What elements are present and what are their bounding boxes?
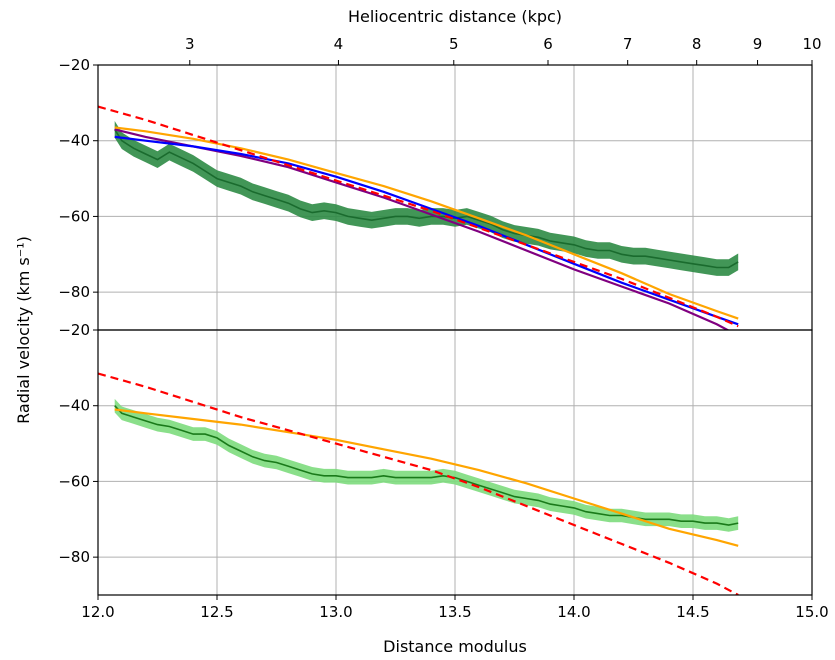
top-tick-label: 6 <box>543 35 553 53</box>
x-tick-label: 12.5 <box>200 603 233 621</box>
bottom-y-tick-label: −40 <box>58 397 90 415</box>
x-tick-label: 14.0 <box>557 603 590 621</box>
y-axis-title: Radial velocity (km s⁻¹) <box>14 236 33 424</box>
top-tick-label: 4 <box>334 35 344 53</box>
top-tick-label: 5 <box>449 35 459 53</box>
top-tick-label: 10 <box>802 35 821 53</box>
top-tick-label: 3 <box>185 35 195 53</box>
top-y-tick-label: −20 <box>58 56 90 74</box>
top-tick-label: 9 <box>753 35 763 53</box>
bottom-panel: −20 −40 −60 −80 <box>58 321 813 596</box>
x-tick-label: 12.0 <box>81 603 114 621</box>
bottom-series-0-line <box>114 405 739 526</box>
top-y-tick-label: −40 <box>58 132 90 150</box>
top-tick-label: 8 <box>692 35 702 53</box>
x-axis-title: Distance modulus <box>383 637 527 656</box>
top-tick-label: 7 <box>623 35 633 53</box>
top-series-1-line <box>114 128 730 330</box>
bottom-y-tick-label: −80 <box>58 548 90 566</box>
bottom-axis: 12.0 12.5 13.0 13.5 14.0 14.5 15.0 <box>81 595 829 621</box>
x-tick-label: 14.5 <box>676 603 709 621</box>
top-series-2-line <box>114 135 739 326</box>
bottom-y-tick-label: −60 <box>58 472 90 490</box>
bottom-series-0-band <box>114 398 739 532</box>
bottom-series-2-line <box>98 372 739 595</box>
top-series-3-line <box>114 126 739 320</box>
top-series-0-line <box>114 128 739 269</box>
x-tick-label: 13.5 <box>438 603 471 621</box>
top-plot-area <box>98 105 739 330</box>
top-series-4-line <box>98 105 739 328</box>
top-y-tick-label: −60 <box>58 207 90 225</box>
top-y-tick-label: −80 <box>58 283 90 301</box>
top-axis: 3 4 5 6 7 8 9 10 <box>185 35 822 65</box>
top-series-0-band <box>114 121 739 276</box>
x-tick-label: 13.0 <box>319 603 352 621</box>
bottom-y-tick-label: −20 <box>58 321 90 339</box>
top-panel: −20 −40 −60 −80 <box>58 56 813 331</box>
bottom-plot-area <box>98 372 739 595</box>
bottom-series-1-line <box>114 408 739 547</box>
top-axis-title: Heliocentric distance (kpc) <box>348 7 562 26</box>
x-tick-label: 15.0 <box>795 603 828 621</box>
